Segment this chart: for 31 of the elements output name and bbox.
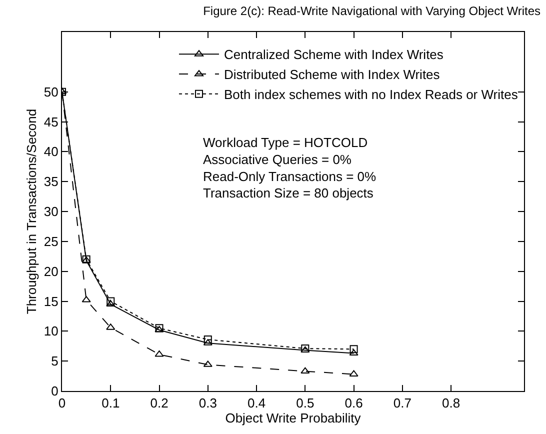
x-tick-label: 0.5 xyxy=(296,396,314,411)
x-tick-label: 0.3 xyxy=(198,396,217,411)
y-tick-label: 10 xyxy=(44,324,58,339)
x-axis-title: Object Write Probability xyxy=(225,410,362,426)
y-tick-label: 35 xyxy=(44,174,58,190)
y-tick-label: 45 xyxy=(44,114,58,130)
point xyxy=(349,349,358,356)
legend-label: Distributed Scheme with Index Writes xyxy=(224,67,440,82)
y-tick-label: 25 xyxy=(44,234,58,249)
y-axis-title: Throughput in Transactions/Second xyxy=(24,108,39,314)
x-tick-label: 0.1 xyxy=(102,396,120,411)
x-tick-label: 0.7 xyxy=(393,396,412,411)
x-tick-label: 0.4 xyxy=(247,396,266,411)
y-tick-label: 30 xyxy=(44,204,58,220)
chart-title: Figure 2(c): Read-Write Navigational with Varying Object Writes xyxy=(203,4,541,18)
y-tick-label: 5 xyxy=(51,354,58,369)
x-tick-label: 0.2 xyxy=(150,396,168,411)
point xyxy=(300,367,310,374)
legend-label: Centralized Scheme with Index Writes xyxy=(224,47,444,62)
y-tick-label: 40 xyxy=(44,144,58,160)
y-tick-label: 50 xyxy=(44,84,58,100)
x-tick-label: 0.6 xyxy=(344,396,363,411)
y-tick-label: 15 xyxy=(44,294,58,309)
point xyxy=(350,345,358,354)
y-tick-label: 20 xyxy=(44,264,58,279)
point xyxy=(106,297,115,306)
annotation: Workload Type = HOTCOLD Associative Queries = 0% Read-Only Transactions = 0% Transaction Size = 80 objects xyxy=(203,135,376,201)
y-tick-label: 0 xyxy=(51,384,58,399)
legend-label: Both index schemes with no Index Reads or Writes xyxy=(224,87,518,102)
x-tick-label: 0.8 xyxy=(442,396,460,411)
point xyxy=(204,336,212,344)
